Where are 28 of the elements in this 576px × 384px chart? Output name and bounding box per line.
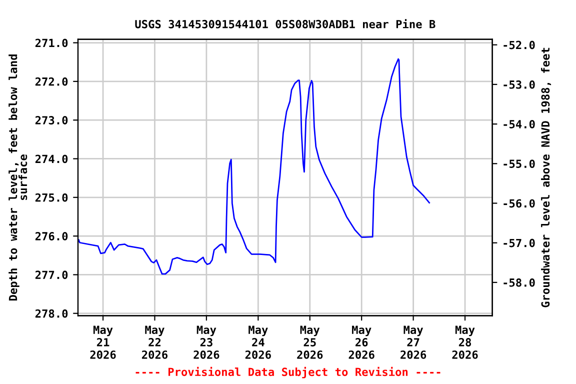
y2-axis-title: Groundwater level above NAVD 1988, feet xyxy=(541,48,552,308)
chart-title: USGS 341453091544101 05S08W30ADB1 near Pine B xyxy=(135,19,436,28)
x-tick-label: May 25 2026 xyxy=(297,326,323,359)
x-tick-label: May 21 2026 xyxy=(90,326,116,359)
y2-tick-label: -57.0 xyxy=(504,238,535,248)
x-tick-label: May 23 2026 xyxy=(194,326,220,359)
y-tick-label: 273.0 xyxy=(35,116,68,124)
y-tick-label: 272.0 xyxy=(35,77,68,86)
y-tick-label: 276.0 xyxy=(35,232,68,240)
y2-tick-label: -56.0 xyxy=(504,199,535,208)
y-tick-label: 274.0 xyxy=(35,154,68,164)
y2-tick-label: -52.0 xyxy=(504,40,535,50)
line-series xyxy=(78,58,430,275)
x-tick-label: May 27 2026 xyxy=(400,326,426,359)
y2-tick-label: -54.0 xyxy=(504,120,535,128)
y-tick-label: 275.0 xyxy=(35,193,68,202)
y2-tick-label: -55.0 xyxy=(504,160,535,168)
x-tick-label: May 24 2026 xyxy=(245,326,271,359)
y-tick-label: 278.0 xyxy=(35,309,68,318)
x-tick-label: May 28 2026 xyxy=(452,326,478,359)
y-tick-label: 277.0 xyxy=(35,270,68,280)
x-tick-label: May 26 2026 xyxy=(348,326,374,359)
text: ---- Provisional Data Subject to Revision ---- xyxy=(136,366,440,378)
y-tick-label: 271.0 xyxy=(35,38,68,48)
y-axis-title: Depth to water level, feet below land surface xyxy=(8,54,28,300)
y2-tick-label: -58.0 xyxy=(504,278,535,287)
x-tick-label: May 22 2026 xyxy=(142,326,168,359)
y2-tick-label: -53.0 xyxy=(504,80,535,89)
